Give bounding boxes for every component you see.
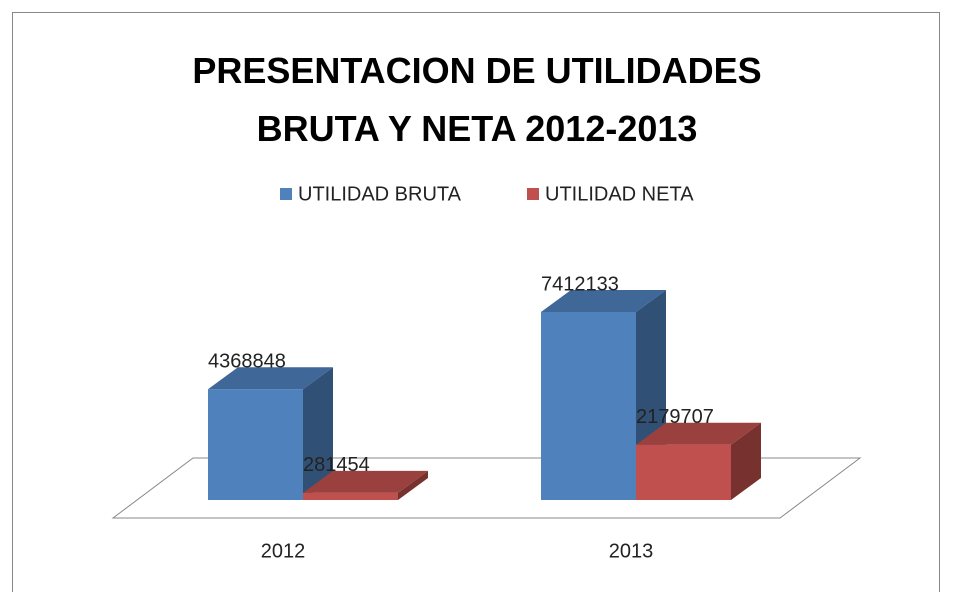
- bar-side: [303, 367, 333, 500]
- bar-side: [398, 470, 428, 500]
- bar: [208, 389, 303, 500]
- bar-side: [731, 422, 761, 500]
- data-label: 2179707: [636, 406, 714, 428]
- legend-swatch: [280, 188, 292, 200]
- legend-label: UTILIDAD NETA: [545, 183, 694, 205]
- chart: UTILIDAD BRUTA UTILIDAD NETA 2012 2013 43688…: [111, 183, 862, 562]
- bar: [636, 444, 731, 500]
- bar-top: [208, 367, 333, 390]
- data-label: 7412133: [541, 273, 619, 295]
- data-label: 281454: [303, 454, 370, 476]
- bar: [303, 492, 398, 500]
- legend-label: UTILIDAD BRUTA: [298, 183, 462, 205]
- x-tick-label: 2013: [609, 540, 654, 562]
- bar-top: [303, 470, 428, 493]
- chart-title: PRESENTACION DE UTILIDADES BRUTA Y NETA …: [192, 50, 762, 149]
- bar: [541, 312, 636, 500]
- bar-top: [541, 290, 666, 312]
- bar-top: [636, 422, 761, 445]
- legend-swatch: [527, 188, 539, 200]
- chart-frame: [12, 12, 940, 592]
- data-label: 4368848: [208, 350, 286, 372]
- x-tick-label: 2012: [261, 540, 306, 562]
